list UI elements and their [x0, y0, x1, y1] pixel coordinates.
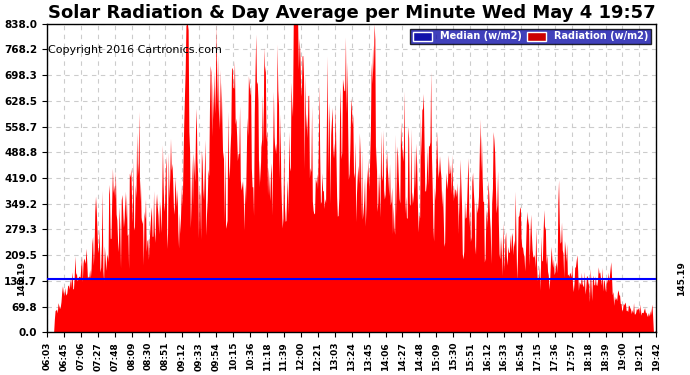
- Text: Copyright 2016 Cartronics.com: Copyright 2016 Cartronics.com: [48, 45, 221, 56]
- Title: Solar Radiation & Day Average per Minute Wed May 4 19:57: Solar Radiation & Day Average per Minute…: [48, 4, 656, 22]
- Legend: Median (w/m2), Radiation (w/m2): Median (w/m2), Radiation (w/m2): [410, 28, 651, 44]
- Text: 145.19: 145.19: [17, 261, 26, 296]
- Text: 145.19: 145.19: [677, 261, 686, 296]
